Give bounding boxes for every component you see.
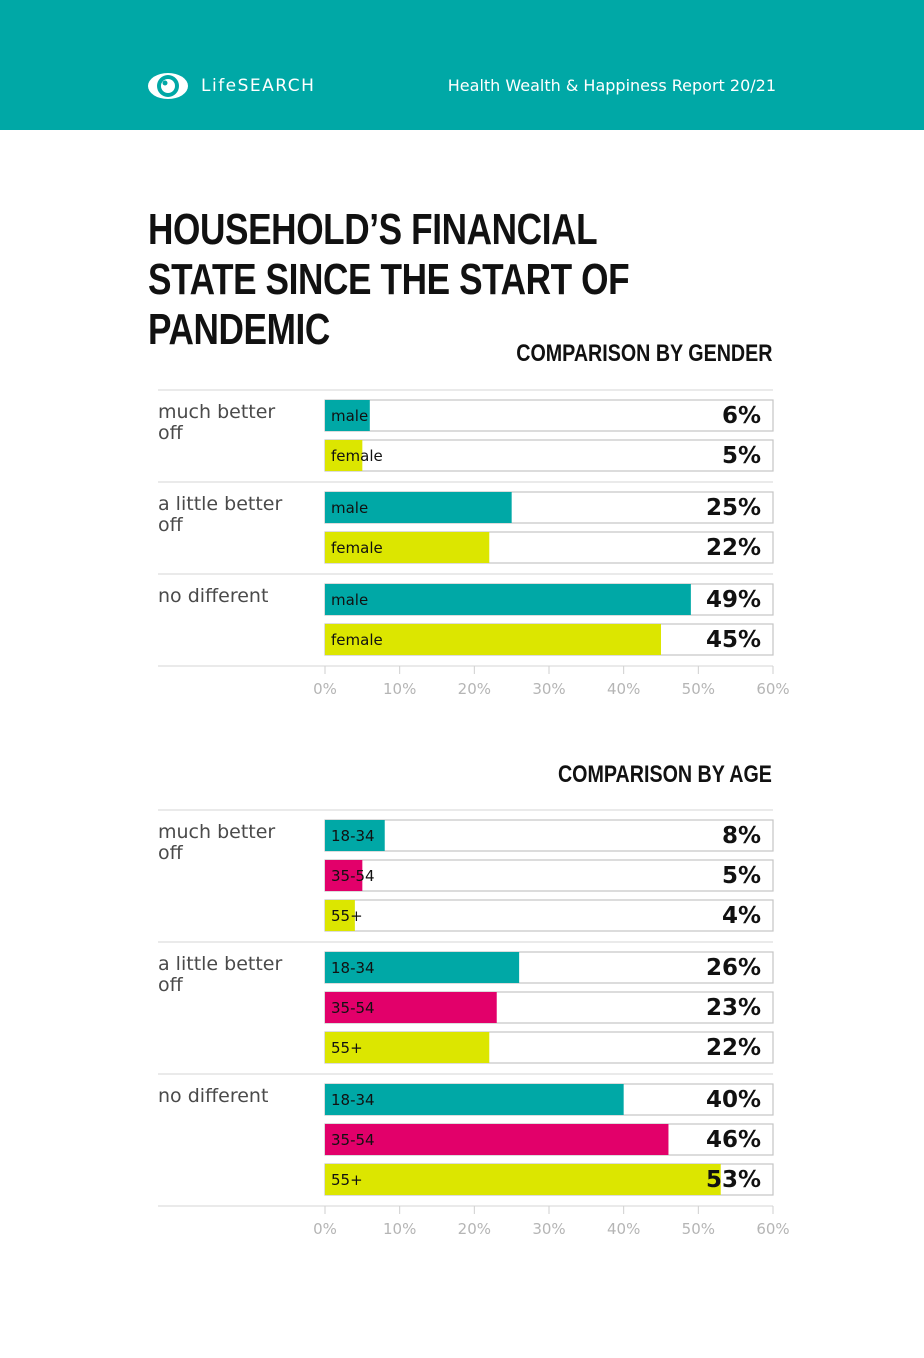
data-label: 5% (722, 863, 761, 889)
data-label: 25% (706, 495, 761, 521)
report-name: Health Wealth & Happiness Report 20/21 (447, 76, 776, 95)
x-tick-label: 60% (756, 680, 789, 698)
data-label: 8% (722, 823, 761, 849)
bar-55-much-better-off (325, 900, 355, 931)
eye-logo-icon (148, 73, 188, 99)
category-label-a-little-better-off: a little better off (158, 953, 282, 996)
data-label: 45% (706, 627, 761, 653)
x-tick-label: 50% (682, 680, 715, 698)
bar-series-label: 35-54 (331, 1131, 375, 1149)
bar-series-label: female (331, 631, 383, 649)
bar-series-label: 55+ (331, 907, 363, 925)
x-tick-label: 10% (383, 680, 416, 698)
data-label: 22% (706, 1035, 761, 1061)
data-label: 5% (722, 443, 761, 469)
bar-male-no-different (325, 584, 691, 615)
bar-series-label: male (331, 591, 368, 609)
category-label-much-better-off: much better off (158, 821, 275, 864)
category-label-no-different: no different (158, 1085, 268, 1107)
bar-male-much-better-off (325, 400, 370, 431)
report-header: LifeSEARCH Health Wealth & Happiness Rep… (0, 0, 924, 130)
x-tick-label: 30% (532, 1220, 565, 1238)
gender-bar-chart: much better off male 6% female 5% a little bet… (158, 389, 790, 698)
x-tick-label: 50% (682, 1220, 715, 1238)
bar-series-label: 55+ (331, 1171, 363, 1189)
bar-female-no-different (325, 624, 661, 655)
x-tick-label: 60% (756, 1220, 789, 1238)
gender-chart-title: COMPARISON BY GENDER (515, 340, 772, 367)
bar-track (324, 439, 774, 472)
bar-35-54-a-little-better-off (325, 992, 497, 1023)
bar-18-34-much-better-off (325, 820, 385, 851)
age-bar-chart: much better off 18-34 8% 35-54 5% 55+ 4% a littl… (158, 809, 790, 1238)
bar-track (324, 899, 774, 932)
bar-18-34-a-little-better-off (325, 952, 520, 983)
bar-track (324, 859, 774, 892)
bar-18-34-no-different (325, 1084, 624, 1115)
bar-35-54-no-different (325, 1124, 669, 1155)
x-tick-label: 20% (458, 1220, 491, 1238)
bar-series-label: female (331, 539, 383, 557)
data-label: 6% (722, 403, 761, 429)
data-label: 22% (706, 535, 761, 561)
data-label: 49% (706, 587, 761, 613)
data-label: 23% (706, 995, 761, 1021)
x-tick-label: 20% (458, 680, 491, 698)
bar-female-much-better-off (325, 440, 363, 471)
bar-55-no-different (325, 1164, 721, 1195)
bar-35-54-much-better-off (325, 860, 363, 891)
data-label: 4% (722, 903, 761, 929)
bar-series-label: female (331, 447, 383, 465)
bar-female-a-little-better-off (325, 532, 490, 563)
category-label-a-little-better-off: a little better off (158, 493, 282, 536)
bar-track (324, 819, 774, 852)
x-tick-label: 30% (532, 680, 565, 698)
bar-series-label: 55+ (331, 1039, 363, 1057)
x-tick-label: 40% (607, 1220, 640, 1238)
data-label: 26% (706, 955, 761, 981)
bar-series-label: male (331, 499, 368, 517)
data-label: 46% (706, 1127, 761, 1153)
bar-series-label: 18-34 (331, 1091, 375, 1109)
age-chart-title: COMPARISON BY AGE (558, 761, 772, 788)
category-label-no-different: no different (158, 585, 268, 607)
x-tick-label: 0% (313, 680, 337, 698)
bar-series-label: 18-34 (331, 827, 375, 845)
bar-series-label: 35-54 (331, 999, 375, 1017)
bar-series-label: 18-34 (331, 959, 375, 977)
bar-male-a-little-better-off (325, 492, 512, 523)
data-label: 53% (706, 1167, 761, 1193)
bar-55-a-little-better-off (325, 1032, 490, 1063)
x-tick-label: 10% (383, 1220, 416, 1238)
category-label-much-better-off: much better off (158, 401, 275, 444)
page-title: HOUSEHOLD’S FINANCIAL STATE SINCE THE ST… (148, 205, 630, 354)
x-tick-label: 0% (313, 1220, 337, 1238)
x-tick-label: 40% (607, 680, 640, 698)
bar-track (324, 399, 774, 432)
bar-series-label: 35-54 (331, 867, 375, 885)
brand-name: LifeSEARCH (201, 76, 316, 96)
bar-series-label: male (331, 407, 368, 425)
data-label: 40% (706, 1087, 761, 1113)
